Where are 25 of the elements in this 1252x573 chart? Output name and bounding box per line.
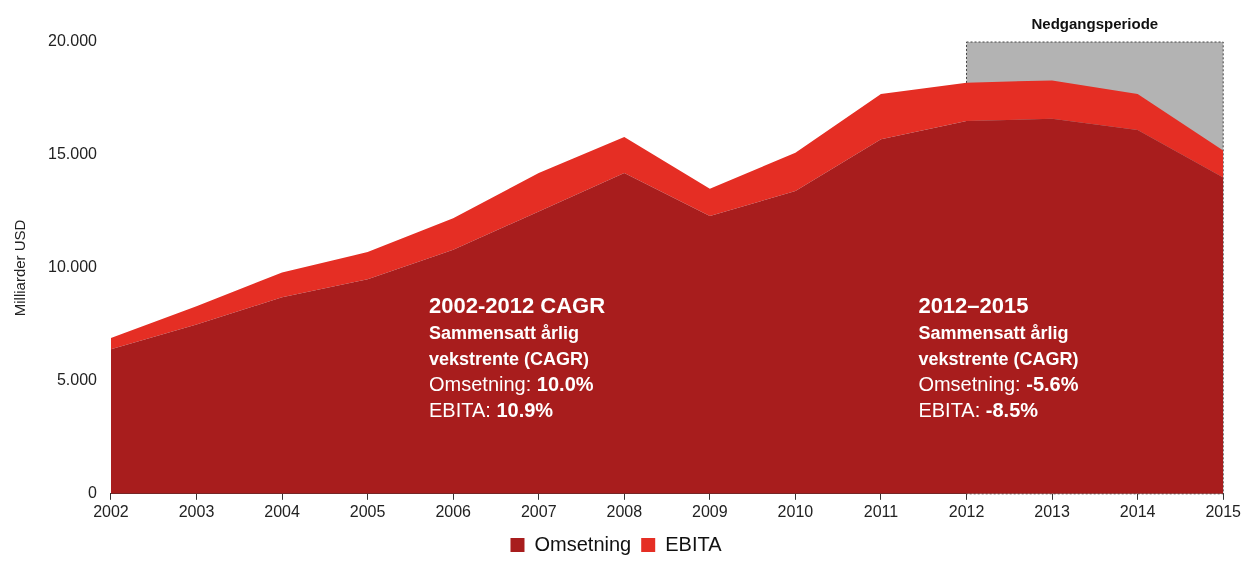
x-tick-label: 2002 <box>93 502 129 520</box>
legend-label: Omsetning <box>534 532 632 555</box>
y-tick-label: 15.000 <box>48 145 98 163</box>
y-tick-label: 0 <box>88 484 98 502</box>
legend-label: EBITA <box>665 532 723 555</box>
x-tick-label: 2007 <box>520 502 557 520</box>
x-tick-label: 2009 <box>692 502 728 520</box>
band-label: Nedgangsperiode <box>1031 14 1159 32</box>
y-axis-title: Milliarder USD <box>11 219 29 317</box>
y-tick-label: 10.000 <box>48 258 98 276</box>
x-tick-label: 2014 <box>1119 502 1156 520</box>
x-tick-label: 2004 <box>264 502 300 520</box>
x-tick-label: 2012 <box>948 502 985 520</box>
x-tick-label: 2015 <box>1205 502 1242 520</box>
x-tick-label: 2005 <box>349 502 386 520</box>
x-tick-label: 2013 <box>1034 502 1070 520</box>
text: 2002-2012 CAGR Sammensatt årlig vekstrente (CAGR) Omsetning: 10.0% EBITA: 10.9% <box>429 293 606 422</box>
y-tick-label: 20.000 <box>48 32 98 50</box>
x-tick-label: 2010 <box>777 502 814 520</box>
x-tick-label: 2003 <box>178 502 215 520</box>
x-tick-label: 2011 <box>863 502 899 520</box>
x-tick-label: 2006 <box>435 502 472 520</box>
x-tick-label: 2008 <box>606 502 643 520</box>
y-tick-label: 5.000 <box>56 371 98 389</box>
text: 2012–2015 Sammensatt årlig vekstrente (CAGR) Omsetning: -5.6% EBITA: -8.5% <box>918 293 1079 422</box>
